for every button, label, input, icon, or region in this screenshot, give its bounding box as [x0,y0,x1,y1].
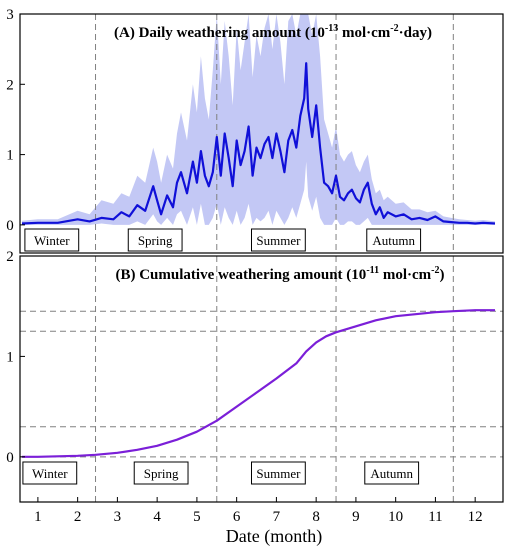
panel-a-season-box-2 [250,228,306,252]
panel-b-y-tick-label-0: 0 [6,450,14,466]
panel-b-x-tick-label-11: 12 [468,509,483,525]
panel-b-season-box-2 [250,461,306,485]
panel-a-season-label-0: Winter [34,233,70,248]
panel-b-x-tick-label-5: 6 [233,509,241,525]
panel-b-x-tick-label-3: 4 [153,509,161,525]
x-axis-label: Date (month) [226,526,322,547]
panel-a-season-box-3 [366,228,422,252]
panel-a-season-label-1: Spring [138,233,173,248]
panel-a: 0 1 2 3 Winter Spring Summer Autumn [6,7,504,254]
panel-a-y-tick-label-0: 0 [6,218,14,234]
panel-b-y-tick-label-2: 2 [6,249,14,265]
panel-b-x-tick-label-7: 8 [312,509,320,525]
panel-b-x-tick-label-10: 11 [428,509,442,525]
panel-a-season-box-1 [127,228,183,252]
panel-b-x-tick-label-8: 9 [352,509,360,525]
panel-b-season-box-1 [133,461,189,485]
panel-b-season-label-2: Summer [256,466,301,481]
panel-b-x-tick-label-1: 2 [74,509,82,525]
panel-b-season-box-3 [364,461,420,485]
panel-b-season-label-1: Spring [144,466,179,481]
panel-a-season-box-0 [24,228,80,252]
panel-b-title: (B) Cumulative weathering amount (10-11 … [115,265,444,283]
panel-a-series-line [21,62,496,225]
panel-a-uncertainty-band [22,14,495,225]
panel-b-y-tick-label-1: 1 [6,349,14,365]
panel-b-season-box-0 [22,461,78,485]
panel-b-series-line [22,309,495,458]
panel-a-title: (A) Daily weathering amount (10-13 mol·c… [114,23,432,41]
panel-b-x-tick-label-9: 10 [388,509,403,525]
panel-a-season-label-2: Summer [256,233,301,248]
panel-b-season-label-0: Winter [32,466,68,481]
panel-b-x-tick-label-2: 3 [114,509,122,525]
panel-a-season-label-3: Autumn [372,233,415,248]
panel-a-y-tick-label-3: 3 [6,7,14,23]
panel-b-x-tick-label-6: 7 [273,509,281,525]
panel-b-x-tick-label-4: 5 [193,509,201,525]
panel-a-y-tick-label-1: 1 [6,148,14,164]
panel-b-season-label-3: Autumn [370,466,413,481]
panel-b-x-tick-label-0: 1 [34,509,42,525]
panel-b-frame [19,255,504,503]
panel-a-y-tick-label-2: 2 [6,77,14,93]
panel-a-frame [19,13,504,254]
